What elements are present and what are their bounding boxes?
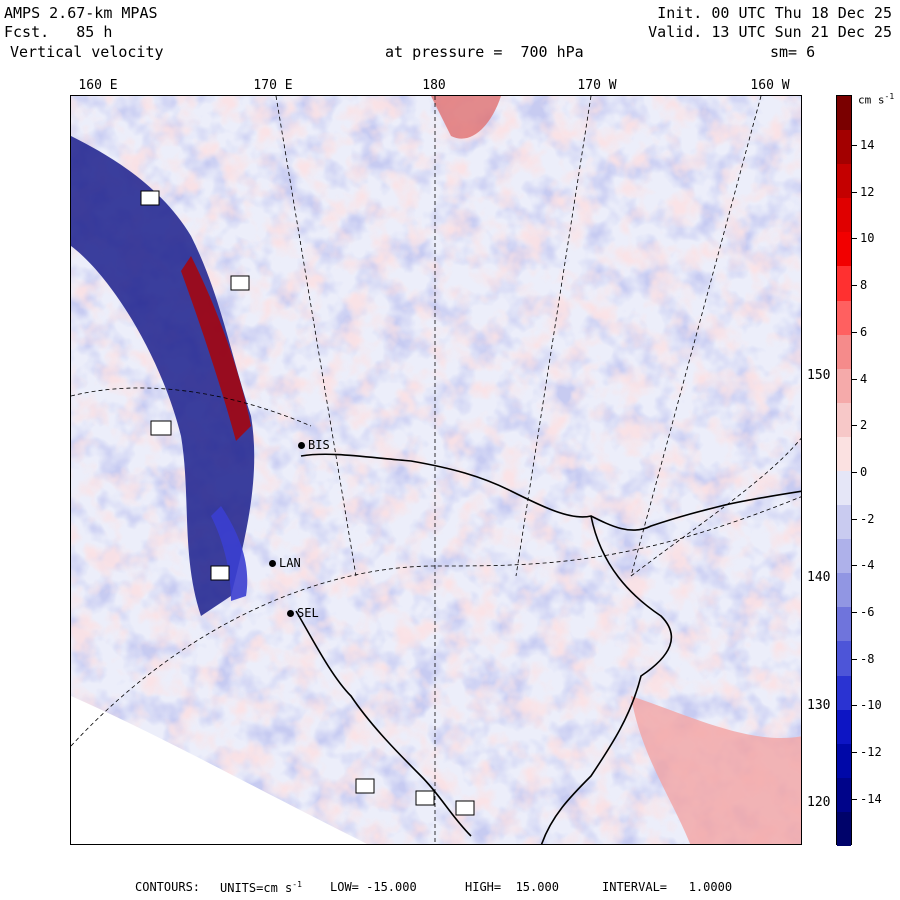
station-dot-icon	[269, 560, 276, 567]
coastline	[295, 453, 801, 844]
colorbar-tick-mark	[852, 378, 857, 380]
lon-label-180: 180	[422, 78, 446, 93]
colorbar-tick-label: -10	[860, 698, 882, 713]
colorbar-segment	[837, 198, 851, 233]
colorbar-tick-label: 0	[860, 464, 868, 479]
model-title: AMPS 2.67-km MPAS	[4, 4, 158, 22]
colorbar-tick-label: -14	[860, 791, 882, 806]
colorbar-segment	[837, 607, 851, 642]
colorbar-tick-mark	[852, 425, 857, 427]
colorbar-segment	[837, 334, 851, 370]
colorbar-segment	[837, 402, 851, 438]
colorbar-tick-mark	[852, 238, 857, 240]
colorbar-tick-label: -4	[860, 558, 875, 573]
lon-label-160e: 160 E	[78, 78, 118, 93]
station-dot-icon	[287, 610, 294, 617]
contours-label: CONTOURS:	[135, 880, 201, 894]
units-exponent: -1	[292, 880, 302, 889]
station-lan: LAN	[269, 556, 301, 570]
colorbar-tick-label: -12	[860, 745, 882, 760]
colorbar-tick-label: -8	[860, 651, 875, 666]
colorbar-segment	[837, 96, 851, 131]
station-label: BIS	[308, 438, 330, 452]
colorbar-segment	[837, 300, 851, 336]
lon-label-170e: 170 E	[253, 78, 293, 93]
contour-units: UNITS=cm s-1	[220, 880, 302, 895]
colorbar-tick-mark	[852, 798, 857, 800]
mountain-wave-ascent	[181, 256, 251, 441]
contour-low: LOW= -15.000	[330, 880, 417, 894]
colorbar-tick-mark	[852, 285, 857, 287]
graticule	[71, 96, 801, 844]
ascent-patch-north	[431, 96, 501, 139]
station-dot-icon	[298, 442, 305, 449]
colorbar-tick-mark	[852, 331, 857, 333]
colorbar-tick-mark	[852, 145, 857, 146]
colorbar-tick-mark	[852, 658, 857, 660]
field-name: Vertical velocity	[10, 43, 164, 61]
colorbar-tick-mark	[852, 565, 857, 567]
units-text: UNITS=cm s	[220, 881, 293, 895]
colorbar-segment	[837, 777, 851, 813]
colorbar-tick-mark	[852, 705, 857, 707]
station-label: SEL	[297, 606, 319, 620]
map-canvas	[71, 96, 801, 844]
colorbar-tick-mark	[852, 471, 857, 473]
fcst-value: 85 h	[76, 23, 113, 41]
colorbar-segment	[837, 675, 851, 711]
colorbar-tick-mark	[852, 612, 857, 613]
station-sel: SEL	[287, 606, 319, 620]
colorbar-unit: cm s-1	[858, 92, 895, 107]
colorbar-segment	[837, 130, 851, 165]
colorbar-segment	[837, 573, 851, 608]
lon-label-170w: 170 W	[577, 78, 617, 93]
colorbar-segment	[837, 505, 851, 540]
colorbar-segment	[837, 266, 851, 302]
colorbar-tick-label: 2	[860, 418, 868, 433]
colorbar-tick-label: 10	[860, 231, 875, 246]
colorbar-segment	[837, 436, 851, 472]
colorbar-segment	[837, 709, 851, 745]
station-bis: BIS	[298, 438, 330, 452]
contour-high: HIGH= 15.000	[465, 880, 559, 894]
ice-shelf-area	[71, 696, 368, 844]
colorbar-segment	[837, 641, 851, 677]
pressure-level: at pressure = 700 hPa	[385, 43, 584, 61]
smoothing: sm= 6	[770, 43, 816, 61]
colorbar-tick-mark	[852, 752, 857, 754]
colorbar-tick-label: 6	[860, 324, 868, 339]
colorbar-tick-label: 14	[860, 138, 875, 152]
vertical-velocity-map	[70, 95, 802, 845]
colorbar-segment	[837, 743, 851, 779]
colorbar-tick-label: 12	[860, 184, 875, 199]
fcst-label: Fcst.	[4, 23, 50, 41]
ascent-patch-southeast	[631, 696, 801, 844]
colorbar-tick-mark	[852, 518, 857, 520]
colorbar-segment	[837, 232, 851, 267]
colorbar-segment	[837, 471, 851, 506]
lon-label-160w: 160 W	[750, 78, 790, 93]
colorbar-tick-label: 4	[860, 371, 868, 386]
colorbar-segment	[837, 164, 851, 199]
station-label: LAN	[279, 556, 301, 570]
colorbar-tick-label: -6	[860, 605, 875, 619]
colorbar-segment	[837, 811, 851, 847]
colorbar-tick-mark	[852, 191, 857, 193]
colorbar-tick-label: 8	[860, 278, 868, 293]
colorbar-segment	[837, 539, 851, 574]
colorbar-tick-label: -2	[860, 511, 875, 526]
colorbar	[836, 95, 852, 847]
forecast-hour: Fcst. 85 h	[4, 23, 112, 41]
colorbar-segment	[837, 368, 851, 404]
valid-time: Valid. 13 UTC Sun 21 Dec 25	[648, 23, 892, 41]
mountain-wave-band	[211, 506, 248, 601]
mountain-wave-descent	[71, 136, 255, 616]
init-time: Init. 00 UTC Thu 18 Dec 25	[657, 4, 892, 22]
terrain-markers	[140, 190, 475, 816]
contour-interval: INTERVAL= 1.0000	[602, 880, 733, 894]
